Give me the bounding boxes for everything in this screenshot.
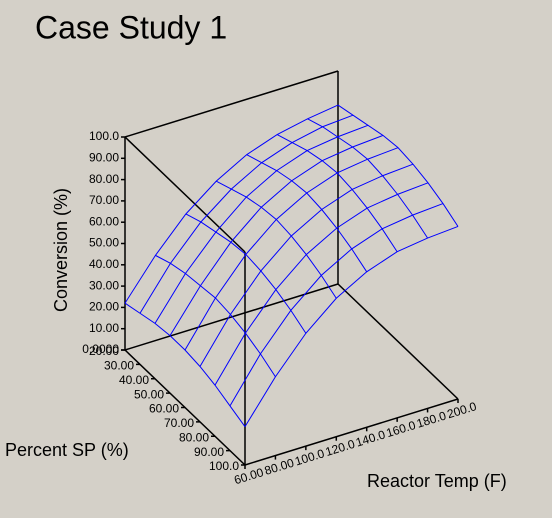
surface-column xyxy=(276,134,398,252)
axis-box-edge xyxy=(124,70,339,138)
y-tick-label: 40.00 xyxy=(119,373,149,387)
z-tick-label: 20.00 xyxy=(89,300,119,314)
surface-row xyxy=(154,124,369,324)
z-axis-title: Conversion (%) xyxy=(51,188,71,312)
x-axis-title: Reactor Temp (F) xyxy=(367,471,507,491)
y-tick-label: 80.00 xyxy=(179,430,209,444)
z-tick-label: 30.00 xyxy=(89,278,119,292)
y-tick-label: 30.00 xyxy=(104,359,134,373)
surface-row xyxy=(184,147,399,351)
y-tick-label: 60.00 xyxy=(149,402,179,416)
surface-row xyxy=(214,182,429,386)
y-axis-title: Percent SP (%) xyxy=(5,440,129,460)
axis-box-edge xyxy=(124,136,246,253)
surface-column xyxy=(124,302,246,427)
surface-column xyxy=(337,104,459,227)
surface-column xyxy=(216,180,337,299)
surface-row xyxy=(229,203,444,407)
z-tick-label: 70.00 xyxy=(89,193,119,207)
axis-box-edge xyxy=(124,283,339,351)
axis-box-edge xyxy=(244,398,459,466)
y-tick-label: 70.00 xyxy=(164,416,194,430)
y-tick-label: 100.0 xyxy=(209,459,239,473)
z-tick-label: 10.00 xyxy=(89,321,119,335)
surface-column xyxy=(185,213,307,334)
surface-row xyxy=(169,134,384,336)
axis-box-edge xyxy=(337,283,459,400)
surface-column xyxy=(307,118,428,239)
surface-row xyxy=(199,163,414,367)
y-tick-label: 20.00 xyxy=(89,344,119,358)
chart-title: Case Study 1 xyxy=(35,9,227,45)
surface-row xyxy=(124,104,339,304)
surface-column xyxy=(155,254,276,378)
z-tick-label: 80.00 xyxy=(89,172,119,186)
z-tick-label: 100.0 xyxy=(89,129,119,143)
z-tick-label: 90.00 xyxy=(89,150,119,164)
z-tick-label: 40.00 xyxy=(89,257,119,271)
y-tick-label: 50.00 xyxy=(134,387,164,401)
z-tick-label: 50.00 xyxy=(89,236,119,250)
y-tick-label: 90.00 xyxy=(194,445,224,459)
z-tick-label: 0.0000 xyxy=(82,342,119,356)
z-tick-label: 60.00 xyxy=(89,214,119,228)
surface-row xyxy=(139,114,354,314)
surface-column xyxy=(246,154,368,273)
surface-row xyxy=(244,226,459,427)
